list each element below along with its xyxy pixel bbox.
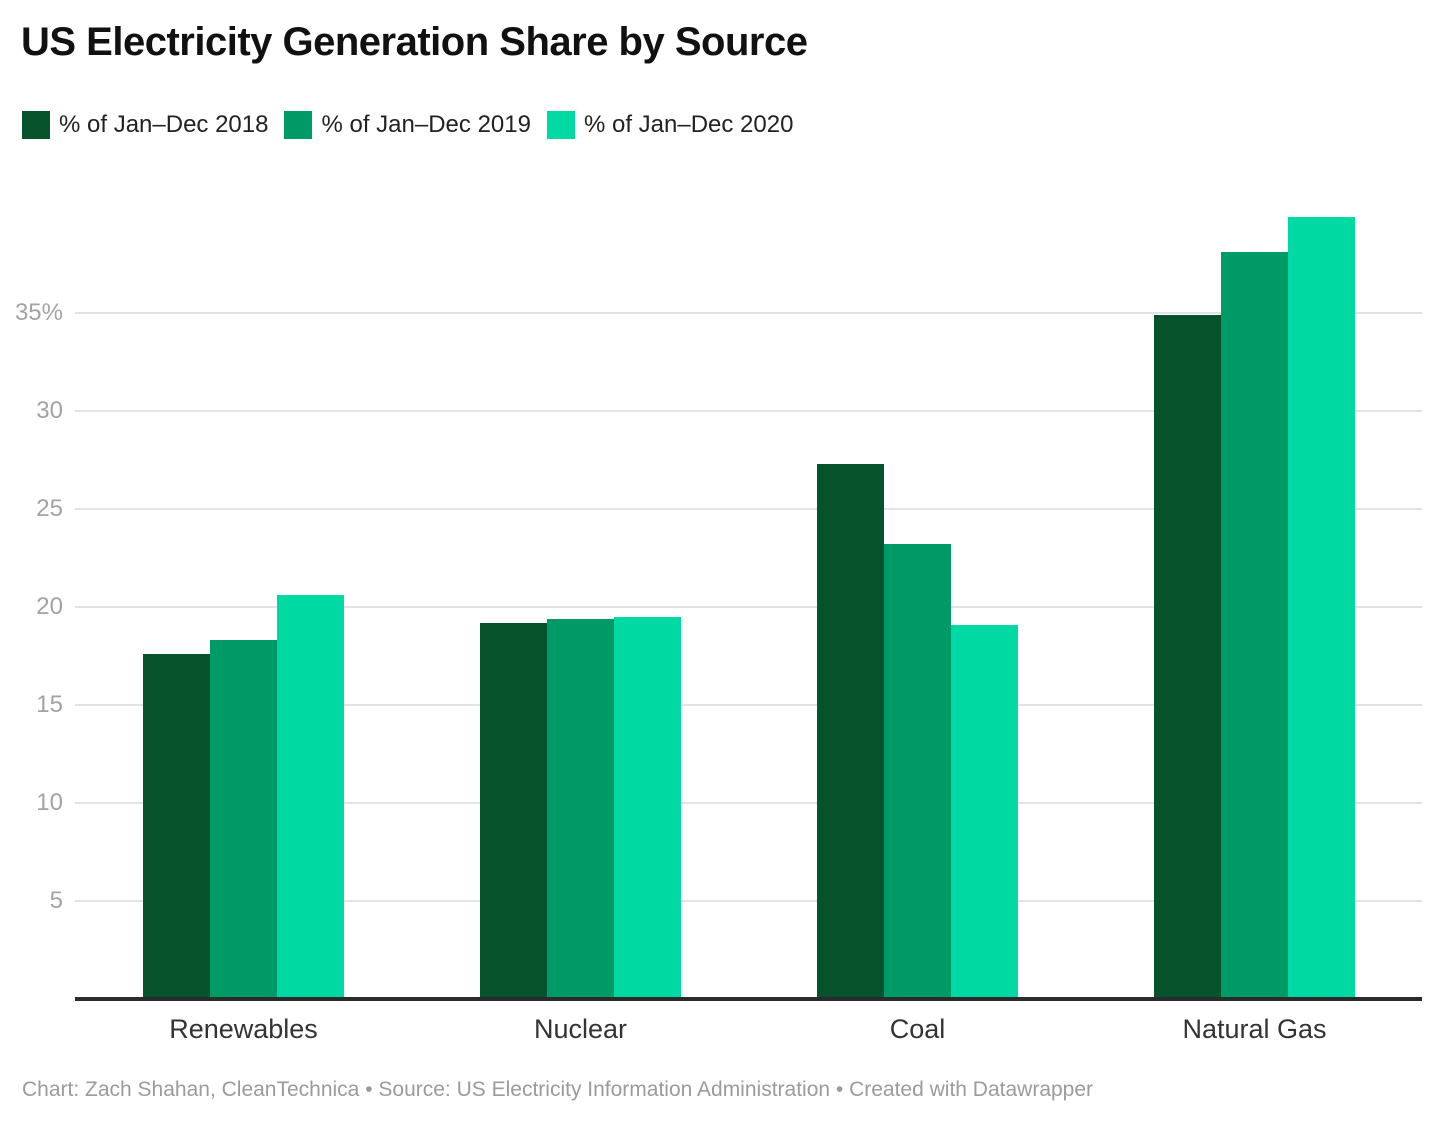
y-tick-label-30: 30 (36, 397, 63, 424)
gridline-25 (75, 508, 1422, 510)
legend-swatch-2019 (284, 111, 313, 139)
gridline-15 (75, 704, 1422, 706)
gridline-5 (75, 900, 1422, 902)
legend: % of Jan–Dec 2018 % of Jan–Dec 2019 % of J… (22, 111, 793, 139)
bar-natural-gas-2018 (1154, 314, 1221, 999)
category-label-nuclear: Nuclear (533, 1014, 628, 1044)
bar-nuclear-2020 (614, 616, 681, 999)
gridline-20 (75, 606, 1422, 608)
y-tick-label-25: 25 (36, 495, 63, 522)
y-tick-label-35: 35% (14, 299, 63, 326)
bar-natural-gas-2020 (1288, 216, 1355, 999)
legend-label-2020: % of Jan–Dec 2020 (583, 111, 794, 138)
legend-item-2020: % of Jan–Dec 2020 (546, 111, 794, 139)
y-tick-label-20: 20 (36, 593, 63, 620)
gridline-35 (75, 312, 1422, 314)
legend-label-2019: % of Jan–Dec 2019 (321, 111, 531, 138)
bar-renewables-2020 (277, 595, 344, 999)
bar-coal-2018 (817, 463, 884, 999)
bar-renewables-2018 (143, 654, 210, 999)
bar-nuclear-2019 (547, 618, 614, 999)
legend-label-2018: % of Jan–Dec 2018 (59, 111, 269, 138)
gridline-10 (75, 802, 1422, 804)
bar-natural-gas-2019 (1221, 252, 1288, 999)
bar-nuclear-2018 (480, 622, 547, 999)
y-tick-label-10: 10 (36, 789, 63, 816)
y-tick-label-15: 15 (36, 691, 63, 718)
legend-swatch-2020 (546, 111, 575, 139)
bar-coal-2020 (951, 624, 1018, 999)
legend-item-2019: % of Jan–Dec 2019 (284, 111, 531, 139)
legend-swatch-2018 (22, 111, 50, 139)
bar-renewables-2019 (210, 640, 277, 999)
bar-coal-2019 (884, 544, 951, 999)
category-label-natural-gas: Natural Gas (1182, 1014, 1327, 1044)
legend-item-2018: % of Jan–Dec 2018 (22, 111, 268, 139)
chart-title: US Electricity Generation Share by Sourc… (21, 20, 808, 64)
gridline-30 (75, 410, 1422, 412)
category-label-renewables: Renewables (169, 1014, 318, 1044)
category-label-coal: Coal (889, 1014, 946, 1044)
x-axis-line (75, 997, 1422, 1001)
attribution-footer: Chart: Zach Shahan, CleanTechnica • Sour… (22, 1078, 1094, 1101)
y-tick-label-5: 5 (49, 887, 63, 914)
